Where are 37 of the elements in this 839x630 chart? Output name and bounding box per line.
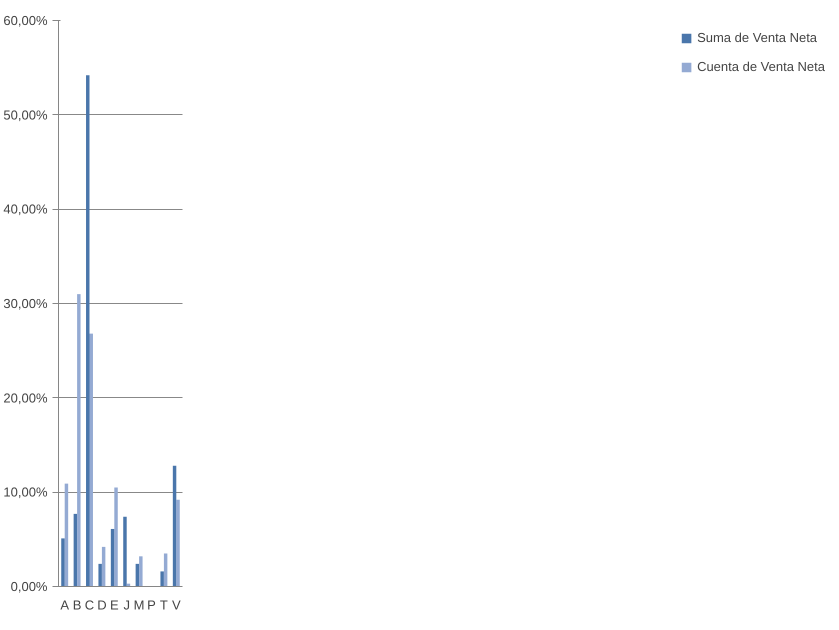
y-tick-label: 60,00% (3, 13, 48, 28)
bar (160, 571, 164, 586)
bar (164, 553, 168, 586)
bar (139, 556, 143, 586)
bar (86, 75, 90, 586)
bar (136, 564, 140, 586)
x-tick-label: T (160, 598, 168, 612)
legend-label: Suma de Venta Neta (697, 30, 818, 45)
y-tick-label: 50,00% (3, 107, 48, 122)
bar (123, 516, 127, 586)
y-tick-label: 20,00% (3, 390, 48, 406)
bar (126, 584, 130, 586)
x-tick-label: P (147, 598, 156, 612)
bar (90, 334, 93, 586)
legend-label: Cuenta de Venta Neta (697, 59, 825, 74)
x-tick-label: E (110, 598, 119, 612)
bar (114, 487, 118, 586)
x-tick-label: V (172, 598, 181, 612)
x-tick-label: B (72, 598, 82, 612)
bar (172, 466, 176, 586)
bar (61, 538, 65, 586)
bar (64, 484, 68, 586)
x-tick-label: A (60, 598, 70, 612)
bar (74, 514, 78, 586)
y-tick-label: 0,00% (10, 579, 48, 594)
bar (102, 546, 106, 586)
x-tick-label: D (97, 598, 107, 612)
x-tick-label: M (134, 598, 145, 612)
y-tick-label: 10,00% (3, 484, 48, 500)
bar (77, 294, 81, 586)
x-tick-label: C (84, 598, 94, 612)
bar (176, 500, 180, 586)
y-tick-label: 40,00% (3, 202, 48, 217)
x-tick-label: J (123, 598, 130, 612)
y-tick-label: 30,00% (3, 296, 48, 311)
bar (110, 528, 114, 586)
bar (98, 564, 102, 586)
